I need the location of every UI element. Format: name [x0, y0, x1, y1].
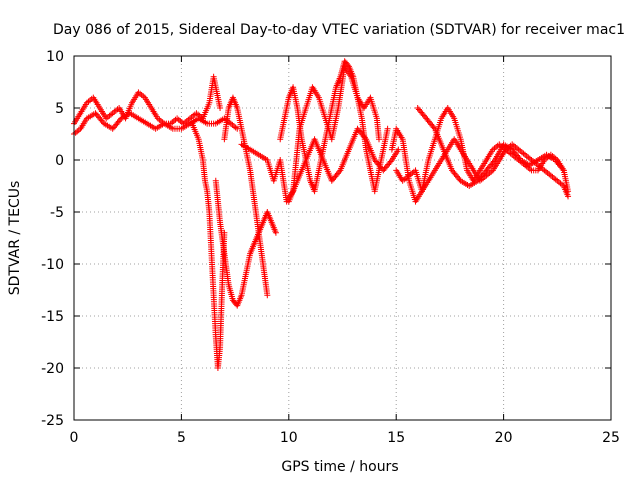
y-tick-label: 5 [55, 101, 64, 117]
data-point [559, 165, 566, 172]
x-tick-label: 25 [602, 430, 620, 446]
tick-layer: 0 5 10 15 20 25 10 5 0 -5 -10 -15 -20 -25 [41, 49, 620, 446]
data-point [99, 119, 106, 126]
data-point [361, 134, 368, 141]
series-sat-track-B [71, 110, 241, 137]
data-point [490, 158, 497, 165]
plot-frame [73, 55, 612, 421]
series-sat-track-K [414, 105, 567, 189]
x-tick-label: 10 [280, 430, 298, 446]
data-point [430, 124, 437, 131]
x-tick-label: 20 [495, 430, 513, 446]
series-sat-track-C [189, 120, 228, 371]
data-point [560, 167, 567, 174]
x-tick-label: 15 [387, 430, 405, 446]
x-tick-label: 0 [70, 430, 79, 446]
data-point [387, 158, 394, 165]
y-tick-label: -15 [41, 309, 64, 325]
series-sat-track-A [71, 73, 224, 127]
data-point [217, 105, 224, 111]
y-tick-label: -10 [41, 257, 64, 273]
data-point [395, 146, 402, 153]
x-axis-label: GPS time / hours [281, 459, 398, 475]
data-point [516, 155, 523, 162]
y-tick-label: 0 [55, 153, 64, 169]
data-point [264, 292, 271, 299]
data-point [456, 176, 463, 183]
data-point [272, 229, 279, 236]
data-point [376, 136, 383, 143]
data-point [344, 62, 351, 69]
data-point [117, 116, 124, 123]
chart-title: Day 086 of 2015, Sidereal Day-to-day VTE… [53, 22, 625, 38]
data-point [336, 168, 343, 175]
y-tick-label: -20 [41, 361, 64, 377]
y-tick-label: 10 [46, 49, 64, 65]
series-sat-track-H [285, 125, 402, 205]
x-tick-label: 5 [177, 430, 186, 446]
data-points-layer [71, 58, 572, 371]
data-point [565, 193, 572, 200]
y-axis-label: SDTVAR / TECUs [7, 181, 23, 296]
grid-layer [74, 56, 611, 420]
y-tick-label: -5 [50, 205, 64, 221]
data-point [384, 125, 391, 132]
series-sat-track-D [212, 177, 279, 309]
y-tick-label: -25 [41, 413, 64, 429]
